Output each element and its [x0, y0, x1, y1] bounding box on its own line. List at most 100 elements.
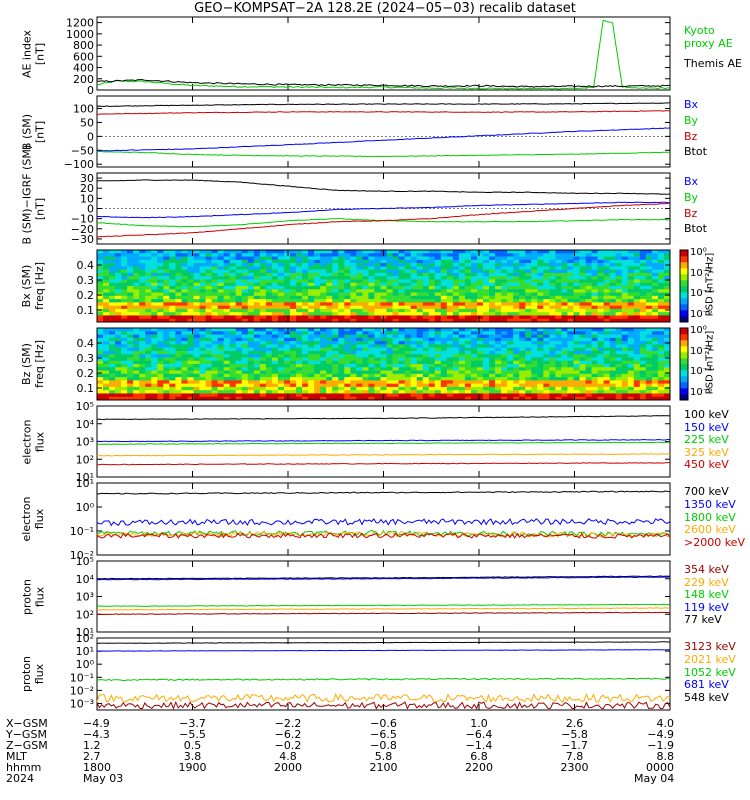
- heat-cell: [127, 328, 134, 332]
- heat-cell: [235, 292, 243, 297]
- heat-cell: [489, 266, 496, 270]
- heat-cell: [555, 292, 562, 297]
- heat-cell: [404, 360, 411, 365]
- heat-cell: [187, 377, 194, 381]
- heat-cell: [271, 250, 279, 254]
- heat-cell: [127, 312, 134, 316]
- series-100-kev: [96, 415, 671, 421]
- heat-cell: [139, 367, 146, 371]
- heat-cell: [157, 337, 164, 342]
- heat-cell: [205, 360, 212, 365]
- heat-cell: [314, 383, 321, 388]
- heat-cell: [265, 380, 273, 384]
- heat-cell: [579, 386, 586, 391]
- heat-cell: [458, 390, 466, 394]
- heat-cell: [344, 370, 351, 375]
- heat-cell: [410, 295, 417, 300]
- heat-cell: [458, 347, 466, 352]
- heat-cell: [308, 292, 315, 297]
- heat-cell: [519, 256, 526, 261]
- y-tick-label: −30: [71, 233, 94, 246]
- heat-cell: [290, 266, 297, 270]
- heat-cell: [404, 305, 411, 310]
- heat-cell: [531, 295, 538, 300]
- heat-cell: [314, 289, 321, 293]
- heat-cell: [338, 295, 345, 300]
- heat-cell: [428, 357, 436, 362]
- heat-cell: [519, 341, 526, 345]
- heat-cell: [296, 396, 303, 401]
- heat-cell: [627, 279, 635, 284]
- heat-cell: [483, 253, 490, 257]
- legend-entry: 548 keV: [684, 691, 729, 705]
- heat-cell: [603, 390, 610, 394]
- footer-cell: 6.8: [470, 750, 488, 763]
- heat-cell: [235, 334, 243, 339]
- heat-cell: [121, 263, 128, 267]
- heat-cell: [573, 276, 580, 280]
- legend-entry: Kyoto proxy AE: [684, 24, 733, 50]
- footer-cell: 1900: [178, 761, 207, 774]
- heat-cell: [525, 250, 532, 254]
- heat-cell: [290, 344, 297, 348]
- heat-cell: [519, 269, 526, 274]
- heat-cell: [259, 266, 267, 270]
- heat-cell: [326, 383, 333, 388]
- heat-cell: [187, 350, 194, 355]
- heat-cell: [561, 328, 568, 332]
- heat-cell: [277, 315, 285, 320]
- heat-cell: [235, 279, 243, 284]
- footer-cell: 2200: [465, 761, 493, 774]
- heat-cell: [145, 357, 152, 362]
- heat-cell: [338, 318, 345, 323]
- heat-cell: [597, 269, 604, 274]
- heat-cell: [579, 370, 586, 375]
- heat-cell: [561, 312, 568, 316]
- heat-cell: [549, 370, 556, 375]
- heat-cell: [332, 354, 339, 358]
- heat-cell: [302, 373, 309, 378]
- heat-cell: [603, 315, 610, 320]
- heat-cell: [573, 386, 580, 391]
- heat-cell: [326, 266, 333, 270]
- heat-cell: [145, 263, 152, 267]
- heat-cell: [283, 337, 291, 342]
- heat-cell: [145, 308, 152, 313]
- heat-cell: [277, 357, 285, 362]
- heat-cell: [97, 253, 104, 257]
- heat-cell: [97, 377, 104, 381]
- heat-cell: [175, 367, 182, 371]
- heat-cell: [350, 315, 357, 320]
- heat-cell: [247, 250, 255, 254]
- heat-cell: [452, 289, 460, 293]
- y-tick-label: 10⁻³: [70, 697, 94, 710]
- heat-cell: [428, 292, 436, 297]
- heat-cell: [247, 377, 255, 381]
- heat-cell: [495, 259, 502, 264]
- heat-cell: [344, 305, 351, 310]
- heat-cell: [151, 341, 158, 345]
- heat-cell: [338, 299, 345, 303]
- heat-cell: [223, 383, 230, 388]
- heat-cell: [422, 286, 430, 290]
- heat-cell: [627, 289, 635, 293]
- heat-cell: [470, 272, 478, 277]
- heat-cell: [356, 331, 363, 335]
- heat-cell: [651, 269, 659, 274]
- heat-cell: [338, 250, 345, 254]
- heat-cell: [187, 289, 194, 293]
- heat-cell: [338, 292, 345, 297]
- heat-cell: [615, 370, 623, 375]
- heat-cell: [392, 331, 399, 335]
- heat-cell: [356, 373, 363, 378]
- heat-cell: [663, 390, 671, 394]
- heat-cell: [133, 299, 140, 303]
- heat-cell: [501, 337, 508, 342]
- heat-cell: [199, 364, 206, 368]
- heat-cell: [651, 337, 659, 342]
- heat-cell: [489, 344, 496, 348]
- heat-cell: [470, 256, 478, 261]
- heat-cell: [501, 383, 508, 388]
- heat-cell: [507, 259, 514, 264]
- heat-cell: [513, 279, 520, 284]
